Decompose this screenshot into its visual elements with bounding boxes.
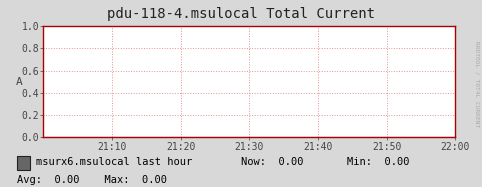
Text: msurx6.msulocal last hour: msurx6.msulocal last hour [36,157,192,167]
Text: Avg:  0.00    Max:  0.00: Avg: 0.00 Max: 0.00 [17,174,167,185]
Text: Now:  0.00: Now: 0.00 [241,157,304,167]
Text: Min:  0.00: Min: 0.00 [347,157,410,167]
Y-axis label: A: A [15,77,22,87]
Text: pdu-118-4.msulocal Total Current: pdu-118-4.msulocal Total Current [107,7,375,21]
Text: RRDT0OL / T0T4L CURRENT: RRDT0OL / T0T4L CURRENT [475,41,480,127]
